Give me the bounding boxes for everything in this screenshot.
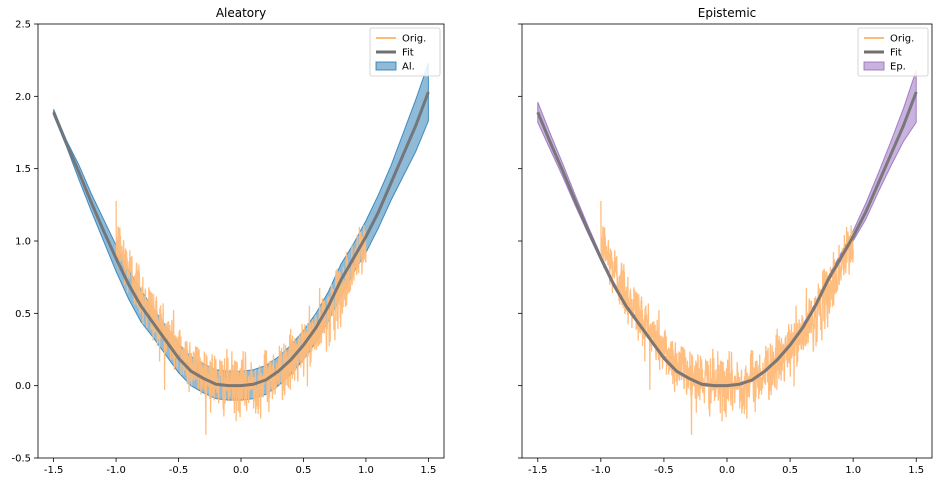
aleatory-xtick-label: 0.0 [233, 465, 249, 476]
aleatory-ytick-label: 0.0 [15, 381, 31, 392]
aleatory-legend-band-swatch [375, 61, 397, 71]
epistemic-title: Epistemic [698, 6, 757, 20]
aleatory-xtick-label: 1.5 [420, 465, 436, 476]
epistemic-legend-label: Ep. [890, 62, 906, 73]
aleatory-ytick-label: 1.0 [15, 237, 31, 248]
aleatory-fit-series [52, 91, 430, 388]
epistemic-xtick-label: -1.5 [528, 465, 548, 476]
aleatory-title: Aleatory [216, 6, 266, 20]
aleatory-panel: -1.5 -1.0 -0.5 0.0 0.5 1.0 1.5 -0.5 0.0 0.5 1.0 1.5… [11, 6, 445, 476]
aleatory-plot-area [52, 62, 430, 435]
epistemic-xtick-label: -0.5 [654, 465, 674, 476]
epistemic-orig-series [600, 200, 854, 435]
epistemic-panel: -1.5 -1.0 -0.5 0.0 0.5 1.0 1.5 Epistemic Orig. Fi… [518, 6, 933, 476]
aleatory-xtick-label: 1.0 [358, 465, 374, 476]
aleatory-legend-label: Fit [402, 48, 414, 59]
epistemic-legend-label: Orig. [890, 34, 914, 45]
aleatory-xtick-label: 0.5 [296, 465, 312, 476]
epistemic-legend-label: Fit [890, 48, 902, 59]
epistemic-xtick-label: 1.0 [845, 465, 861, 476]
aleatory-legend-label: Orig. [402, 34, 426, 45]
aleatory-ytick-label: 2.0 [15, 92, 31, 103]
epistemic-legend-band-swatch [863, 61, 885, 71]
epistemic-legend: Orig. Fit Ep. [857, 27, 929, 77]
aleatory-legend-label: Al. [402, 62, 415, 73]
aleatory-band-series [53, 62, 429, 401]
epistemic-xtick-label: 0.5 [782, 465, 798, 476]
epistemic-plot-area [536, 70, 918, 435]
epistemic-band-series [537, 70, 917, 388]
aleatory-xtick-label: -1.5 [44, 465, 64, 476]
aleatory-ytick-label: 1.5 [15, 164, 31, 175]
aleatory-ytick-label: 2.5 [15, 20, 31, 31]
epistemic-xtick-label: 1.5 [908, 465, 924, 476]
epistemic-fit-series [536, 91, 918, 388]
aleatory-xtick-label: -1.0 [106, 465, 126, 476]
aleatory-ytick-label: 0.5 [15, 309, 31, 320]
aleatory-xtick-label: -0.5 [169, 465, 189, 476]
aleatory-legend: Orig. Fit Al. [369, 27, 441, 77]
epistemic-xtick-label: -1.0 [591, 465, 611, 476]
epistemic-xtick-label: 0.0 [719, 465, 735, 476]
aleatory-ytick-label: -0.5 [11, 454, 31, 465]
